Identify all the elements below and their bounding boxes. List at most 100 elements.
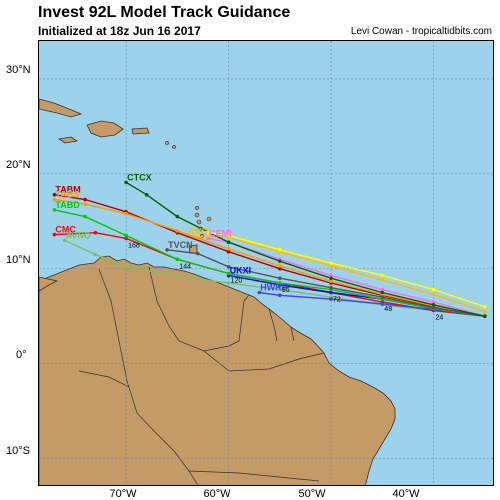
track-point-tabs xyxy=(52,197,57,202)
track-point-tabs xyxy=(226,247,231,251)
track-point-avno xyxy=(278,287,282,292)
track-point-unlabeled-11 xyxy=(329,261,333,265)
track-label-hwrf: HWRF xyxy=(260,283,287,293)
track-point-unlabeled-11 xyxy=(278,248,282,252)
track-point-tabd xyxy=(52,208,57,212)
puerto-rico-island xyxy=(131,127,150,135)
track-point-cmc xyxy=(93,230,98,235)
track-line-hwrf xyxy=(259,291,485,317)
credit-label: Levi Cowan - tropicaltidbits.com xyxy=(350,26,492,37)
track-point-unlabeled-11 xyxy=(483,304,487,309)
track-point-ctcx xyxy=(278,259,282,263)
track-point-avno xyxy=(93,252,98,257)
track-label-tvcn: TVCN xyxy=(168,240,193,250)
forecast-hour-label: 120 xyxy=(231,278,243,285)
track-point-tabm xyxy=(278,266,282,271)
forecast-hour-label: 24 xyxy=(436,315,444,322)
track-line-tvcn xyxy=(167,249,485,317)
south-america-landmass xyxy=(39,255,396,485)
track-point-tvcn xyxy=(278,276,282,280)
forecast-hour-label: 72 xyxy=(333,297,341,304)
track-point-tvcn xyxy=(226,265,231,269)
track-point-ukxi xyxy=(329,290,333,295)
cuba-island xyxy=(39,98,83,118)
track-point-avno xyxy=(226,281,231,285)
track-point-ctcx xyxy=(483,314,487,319)
track-point-hwrf xyxy=(329,297,333,301)
page-title: Invest 92L Model Track Guidance xyxy=(38,4,291,21)
lat-lon-grid xyxy=(39,41,493,485)
track-point-ctcx xyxy=(380,290,385,295)
track-point-tabd xyxy=(226,271,231,276)
forecast-hour-label: 144 xyxy=(179,263,191,270)
track-point-avno xyxy=(175,274,180,279)
track-point-tabs xyxy=(83,202,87,206)
lon-label-60w: 60°W xyxy=(203,488,231,500)
model-tracks xyxy=(52,180,487,319)
track-point-tabs xyxy=(124,211,128,216)
track-label-cemi: CEMI xyxy=(209,228,232,238)
track-label-cmc: CMC xyxy=(55,225,76,235)
lat-label-20n: 20°N xyxy=(6,159,31,171)
panama-landmass xyxy=(39,276,59,292)
track-point-tabm xyxy=(226,249,231,254)
country-borders xyxy=(78,266,325,485)
track-point-tabs xyxy=(175,229,180,233)
track-point-cemi xyxy=(380,287,385,292)
track-label-tabd: TABD xyxy=(55,200,80,210)
track-point-tvcn xyxy=(165,248,169,252)
track-label-ukxi: UKXI xyxy=(230,265,252,275)
lon-label-70w: 70°W xyxy=(109,488,137,500)
jamaica-island xyxy=(57,136,79,144)
lat-label-equator: 0° xyxy=(16,349,27,361)
lat-label-30n: 30°N xyxy=(6,64,31,76)
track-line-tabd xyxy=(54,209,485,317)
track-point-unlabeled-11 xyxy=(206,230,210,235)
track-point-avno xyxy=(62,238,67,243)
track-point-nvgi xyxy=(483,309,487,314)
track-point-ctcx xyxy=(329,276,333,280)
track-point-ctcx xyxy=(431,303,436,307)
track-point-ctcx xyxy=(175,214,180,219)
track-point-nvgi xyxy=(329,264,333,268)
lat-label-10s: 10°S xyxy=(6,445,30,457)
track-line-tabm xyxy=(54,194,485,317)
track-point-cemi xyxy=(431,300,436,304)
lon-label-40w: 40°W xyxy=(392,488,420,500)
track-point-cemi xyxy=(329,273,333,278)
track-label-tabm: TABM xyxy=(55,185,80,195)
lon-label-50w: 50°W xyxy=(298,488,326,500)
map-panel: AVNO CMC HWRF UKXI CEMI NVGI TABD TABM TABS TVCN C… xyxy=(38,40,494,486)
track-label-ctcx: CTCX xyxy=(127,172,152,182)
track-point-tabm xyxy=(52,192,57,197)
track-point-ctcx xyxy=(124,180,128,185)
lat-label-10n: 10°N xyxy=(6,254,31,266)
track-point-tabm xyxy=(83,197,87,202)
track-point-tabd xyxy=(124,233,128,238)
track-line-tabs xyxy=(54,198,485,317)
track-point-tabs xyxy=(278,264,282,268)
forecast-hour-label: 96 xyxy=(282,287,290,294)
forecast-hour-label: 168 xyxy=(128,242,140,249)
track-point-unlabeled-11 xyxy=(226,233,231,238)
track-label-tabs: TABS xyxy=(55,190,79,200)
track-label-nvgi: NVGI xyxy=(189,227,211,237)
track-point-tabd xyxy=(278,281,282,285)
track-point-unlabeled-11 xyxy=(431,287,436,292)
track-point-cmc xyxy=(124,236,128,241)
track-point-tvcn xyxy=(380,295,385,299)
track-point-hwrf xyxy=(278,293,282,298)
track-point-tvcn xyxy=(431,305,436,310)
forecast-hour-label: 48 xyxy=(384,306,392,313)
track-point-cmc xyxy=(52,232,57,237)
track-point-tabs xyxy=(329,279,333,283)
track-point-nvgi xyxy=(380,278,385,282)
track-point-tvcn xyxy=(196,251,200,256)
track-point-nvgi xyxy=(431,292,436,297)
init-subtitle: Initialized at 18z Jun 16 2017 xyxy=(38,24,201,38)
track-point-hwrf xyxy=(257,290,262,295)
track-point-unlabeled-11 xyxy=(380,273,385,278)
track-point-hwrf xyxy=(380,302,385,306)
